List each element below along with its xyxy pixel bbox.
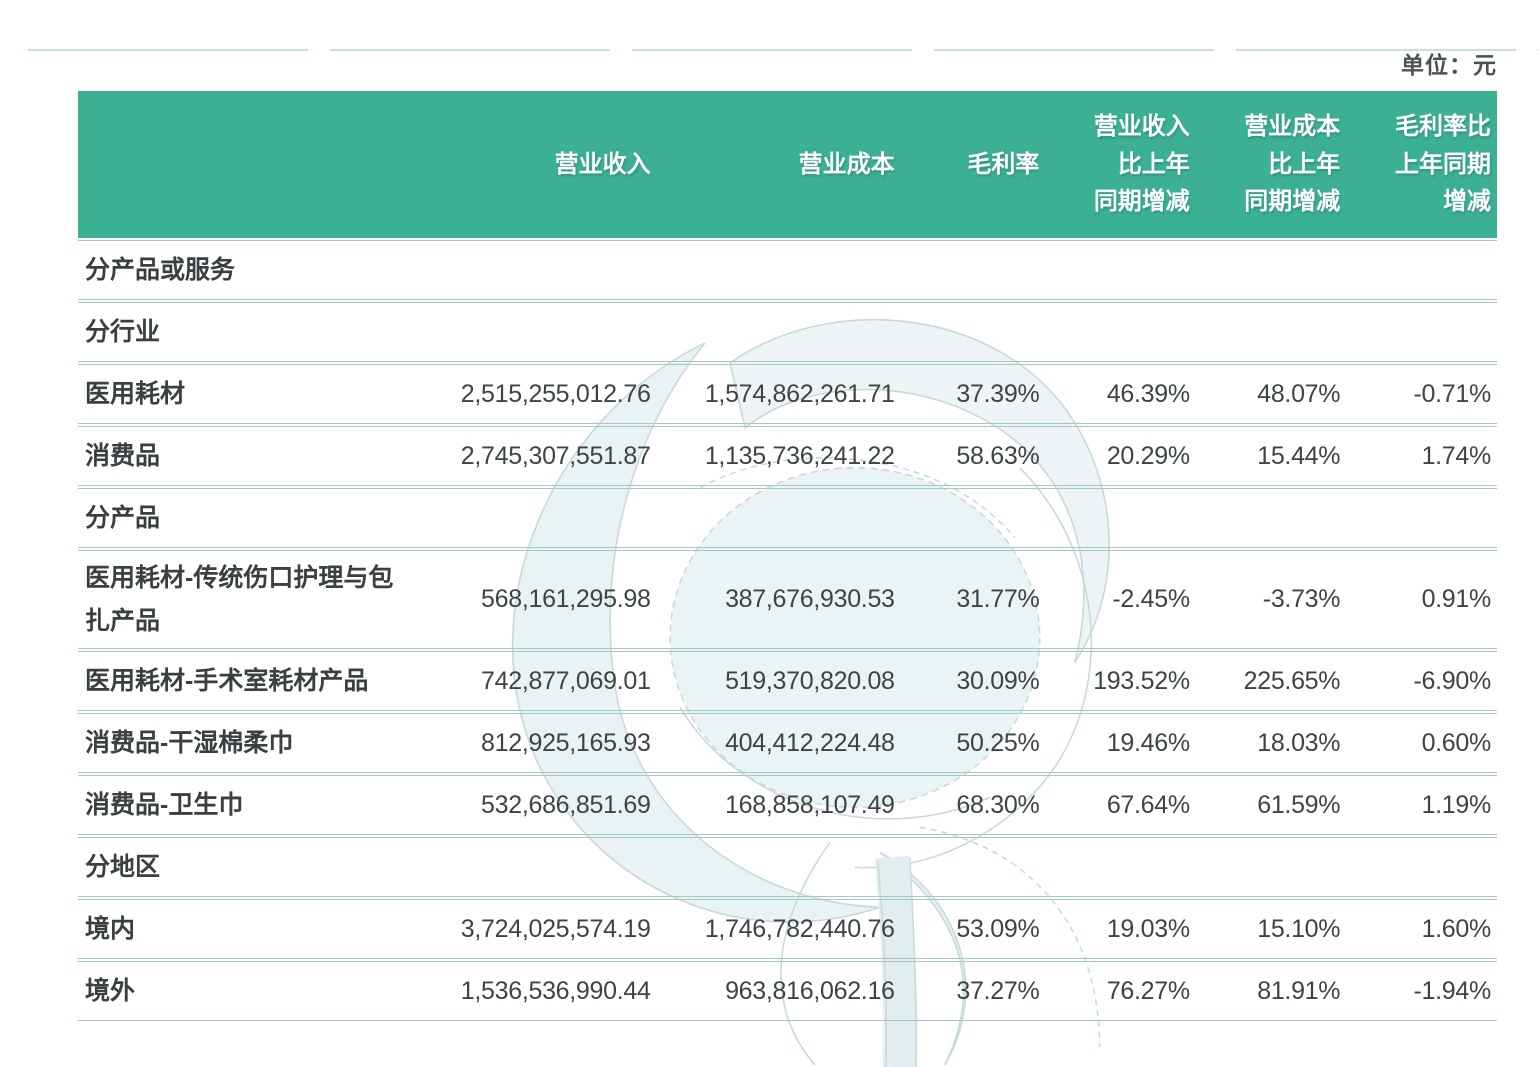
cell-value: 76.27%: [1106, 976, 1190, 1005]
table-row: 医用耗材-传统伤口护理与包扎产品 568,161,295.98 387,676,93…: [78, 550, 1497, 649]
cell-value: 19.03%: [1106, 914, 1190, 943]
table-row: 境内 3,724,025,574.19 1,746,782,440.76 53.09%…: [78, 899, 1497, 959]
table-row: 医用耗材 2,515,255,012.76 1,574,862,261.71 37.3…: [78, 364, 1497, 424]
cell-value: -6.90%: [1413, 666, 1492, 695]
cell-value: 0.91%: [1421, 585, 1492, 613]
table-header-row: 营业收入 营业成本 毛利率 营业收入 比上年 同期增减 营业成本 比上年 同期增减 毛利率…: [78, 91, 1497, 238]
cell-value: 18.03%: [1257, 728, 1341, 757]
cell-value: 3,724,025,574.19: [460, 914, 651, 943]
column-header: 营业收入: [554, 150, 651, 178]
table-row: 消费品 2,745,307,551.87 1,135,736,241.22 58.63…: [78, 426, 1497, 486]
cell-value: 519,370,820.08: [725, 666, 895, 695]
cell-value: 2,745,307,551.87: [460, 441, 651, 470]
table-row: 消费品-干湿棉柔巾 812,925,165.93 404,412,224.48 50.…: [78, 713, 1497, 773]
cell-value: 37.39%: [956, 379, 1040, 408]
section-row: 分产品或服务: [78, 240, 1497, 300]
cell-value: 0.60%: [1421, 728, 1492, 757]
cell-value: 53.09%: [956, 914, 1040, 943]
row-label: 消费品: [85, 441, 161, 470]
cell-value: 532,686,851.69: [481, 790, 651, 819]
cell-value: 67.64%: [1106, 790, 1190, 819]
table-row: 境外 1,536,536,990.44 963,816,062.16 37.27% 76…: [78, 961, 1497, 1021]
cell-value: 37.27%: [956, 976, 1040, 1005]
cell-value: -0.71%: [1413, 379, 1492, 408]
column-header: 营业成本: [798, 150, 895, 178]
cell-value: 742,877,069.01: [481, 666, 651, 695]
cell-value: 46.39%: [1106, 379, 1190, 408]
cell-value: 19.46%: [1106, 728, 1190, 757]
row-label: 境内: [85, 914, 136, 943]
row-label: 消费品-干湿棉柔巾: [85, 728, 294, 757]
cell-value: 1.74%: [1421, 441, 1492, 470]
cell-value: 404,412,224.48: [725, 728, 895, 757]
cell-value: 1.19%: [1421, 790, 1492, 819]
row-label: 医用耗材: [85, 379, 186, 408]
table-row: 消费品-卫生巾 532,686,851.69 168,858,107.49 68.30…: [78, 775, 1497, 835]
row-label: 医用耗材-手术室耗材产品: [85, 666, 369, 695]
row-label: 分地区: [85, 852, 161, 881]
row-label: 分产品: [85, 503, 161, 532]
cell-value: -1.94%: [1413, 976, 1492, 1005]
cell-value: 20.29%: [1106, 441, 1190, 470]
cell-value: 31.77%: [956, 585, 1040, 613]
cell-value: 15.44%: [1257, 441, 1341, 470]
cell-value: 58.63%: [956, 441, 1040, 470]
cell-value: 193.52%: [1093, 666, 1190, 695]
cell-value: -3.73%: [1262, 585, 1341, 613]
column-header: 营业成本 比上年 同期增减: [1244, 112, 1341, 216]
row-label: 分产品或服务: [85, 255, 236, 284]
section-row: 分行业: [78, 302, 1497, 362]
cell-value: 15.10%: [1257, 914, 1341, 943]
row-label: 消费品-卫生巾: [85, 790, 244, 819]
cell-value: 50.25%: [956, 728, 1040, 757]
row-label: 医用耗材-传统伤口护理与包扎产品: [85, 564, 394, 635]
cell-value: 168,858,107.49: [725, 790, 895, 819]
cropped-row-border: [28, 49, 1539, 51]
row-label: 分行业: [85, 317, 161, 346]
table-row: 医用耗材-手术室耗材产品 742,877,069.01 519,370,820.08…: [78, 651, 1497, 711]
cell-value: 963,816,062.16: [725, 976, 895, 1005]
column-header: 毛利率: [967, 150, 1040, 178]
report-page: 单位：元 营业收入 营业成本 毛利率 营业收入 比上年 同期增减 营业成本 比上年 同期…: [0, 46, 1539, 1021]
section-row: 分产品: [78, 488, 1497, 548]
cell-value: 2,515,255,012.76: [460, 379, 651, 408]
cell-value: 1,574,862,261.71: [704, 379, 895, 408]
cell-value: 61.59%: [1257, 790, 1341, 819]
cell-value: 30.09%: [956, 666, 1040, 695]
cell-value: 1,746,782,440.76: [704, 914, 895, 943]
cell-value: 48.07%: [1257, 379, 1341, 408]
unit-label: 单位：元: [1401, 52, 1497, 78]
cell-value: 1.60%: [1421, 914, 1492, 943]
table-body: 分产品或服务 分行业医用耗材 2,515,255,012.76 1,574,862,2…: [78, 240, 1497, 1021]
column-header: 毛利率比 上年同期 增减: [1394, 112, 1491, 216]
cell-value: -2.45%: [1112, 585, 1190, 613]
cell-value: 812,925,165.93: [481, 728, 651, 757]
cell-value: 1,135,736,241.22: [704, 441, 895, 470]
section-row: 分地区: [78, 837, 1497, 897]
cell-value: 387,676,930.53: [725, 585, 895, 613]
row-label: 境外: [85, 976, 136, 1005]
cell-value: 568,161,295.98: [481, 585, 651, 613]
segment-revenue-table: 营业收入 营业成本 毛利率 营业收入 比上年 同期增减 营业成本 比上年 同期增减 毛利率…: [78, 91, 1497, 1021]
column-header: 营业收入 比上年 同期增减: [1093, 112, 1190, 216]
cell-value: 68.30%: [956, 790, 1040, 819]
cell-value: 225.65%: [1243, 666, 1341, 695]
cell-value: 81.91%: [1257, 976, 1341, 1005]
cell-value: 1,536,536,990.44: [460, 976, 651, 1005]
